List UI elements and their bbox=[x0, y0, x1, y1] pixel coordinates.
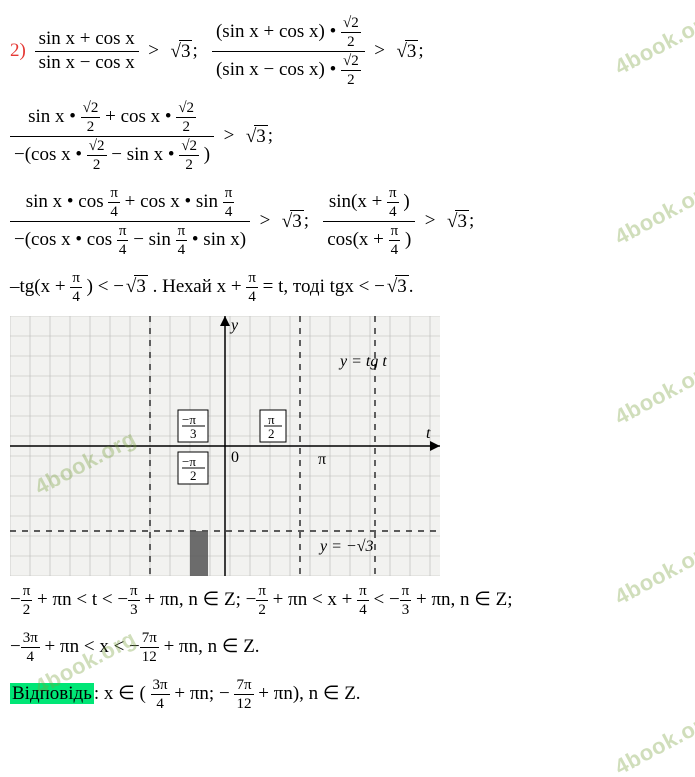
svg-text:3: 3 bbox=[190, 426, 197, 441]
frac-3: sin x • √22 + cos x • √22 −(cos x • √22 … bbox=[10, 99, 214, 174]
tangent-graph-svg: yt0y = tg ty = −√3−π3π2−π2π bbox=[10, 316, 440, 576]
frac-4b: sin(x + π4 ) cos(x + π4 ) bbox=[323, 184, 415, 259]
svg-text:−π: −π bbox=[182, 412, 196, 427]
frac-1-num: sin x + cos x bbox=[35, 28, 139, 52]
line-substitution: –tg(x + π4 ) < −3 . Нехай x + π4 = t, то… bbox=[10, 269, 685, 306]
frac-2-num-sub: √2 2 bbox=[341, 14, 361, 51]
svg-text:−π: −π bbox=[182, 454, 196, 469]
problem-number: 2) bbox=[10, 40, 26, 61]
frac-1-den: sin x − cos x bbox=[35, 52, 139, 75]
sqrt-2: 3 bbox=[394, 40, 418, 64]
frac-1: sin x + cos x sin x − cos x bbox=[35, 28, 139, 75]
tangent-graph: yt0y = tg ty = −√3−π3π2−π2π bbox=[10, 316, 440, 576]
svg-text:t: t bbox=[426, 425, 431, 442]
svg-text:π: π bbox=[318, 451, 326, 468]
line-3: sin x • cos π4 + cos x • sin π4 −(cos x … bbox=[10, 184, 685, 259]
sqrt-1: 3 bbox=[169, 40, 193, 64]
line-1: 2) sin x + cos x sin x − cos x > 3; (sin… bbox=[10, 14, 685, 89]
svg-text:y = tg t: y = tg t bbox=[338, 353, 387, 370]
svg-text:y: y bbox=[229, 317, 239, 334]
frac-2-den: (sin x − cos x) • √2 2 bbox=[212, 52, 365, 89]
svg-text:2: 2 bbox=[190, 468, 197, 483]
frac-2-num: (sin x + cos x) • √2 2 bbox=[212, 14, 365, 52]
answer-label: Відповідь bbox=[10, 683, 94, 704]
frac-3-den: −(cos x • √22 − sin x • √22 ) bbox=[10, 137, 214, 174]
svg-text:π: π bbox=[268, 412, 275, 427]
line-2: sin x • √22 + cos x • √22 −(cos x • √22 … bbox=[10, 99, 685, 174]
frac-2-den-sub: √2 2 bbox=[341, 52, 361, 89]
svg-text:2: 2 bbox=[268, 426, 275, 441]
frac-3-num: sin x • √22 + cos x • √22 bbox=[10, 99, 214, 137]
svg-text:y = −√3: y = −√3 bbox=[318, 538, 373, 555]
result-line-1: −π2 + πn < t < −π3 + πn, n ∈ Z; −π2 + πn… bbox=[10, 582, 685, 619]
svg-text:0: 0 bbox=[231, 449, 239, 466]
frac-4a: sin x • cos π4 + cos x • sin π4 −(cos x … bbox=[10, 184, 250, 259]
rel-1: > bbox=[144, 40, 169, 61]
result-line-2: −3π4 + πn < x < −7π12 + πn, n ∈ Z. bbox=[10, 629, 685, 666]
frac-2: (sin x + cos x) • √2 2 (sin x − cos x) •… bbox=[212, 14, 365, 89]
answer-line: Відповідь: x ∈ ( 3π4 + πn; − 7π12 + πn),… bbox=[10, 676, 685, 713]
math-solution-page: 2) sin x + cos x sin x − cos x > 3; (sin… bbox=[0, 0, 695, 731]
